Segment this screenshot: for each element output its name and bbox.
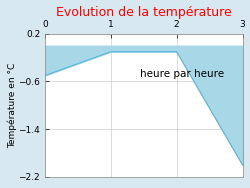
Title: Evolution de la température: Evolution de la température: [56, 6, 232, 19]
Text: heure par heure: heure par heure: [140, 69, 224, 79]
Y-axis label: Température en °C: Température en °C: [7, 63, 17, 148]
